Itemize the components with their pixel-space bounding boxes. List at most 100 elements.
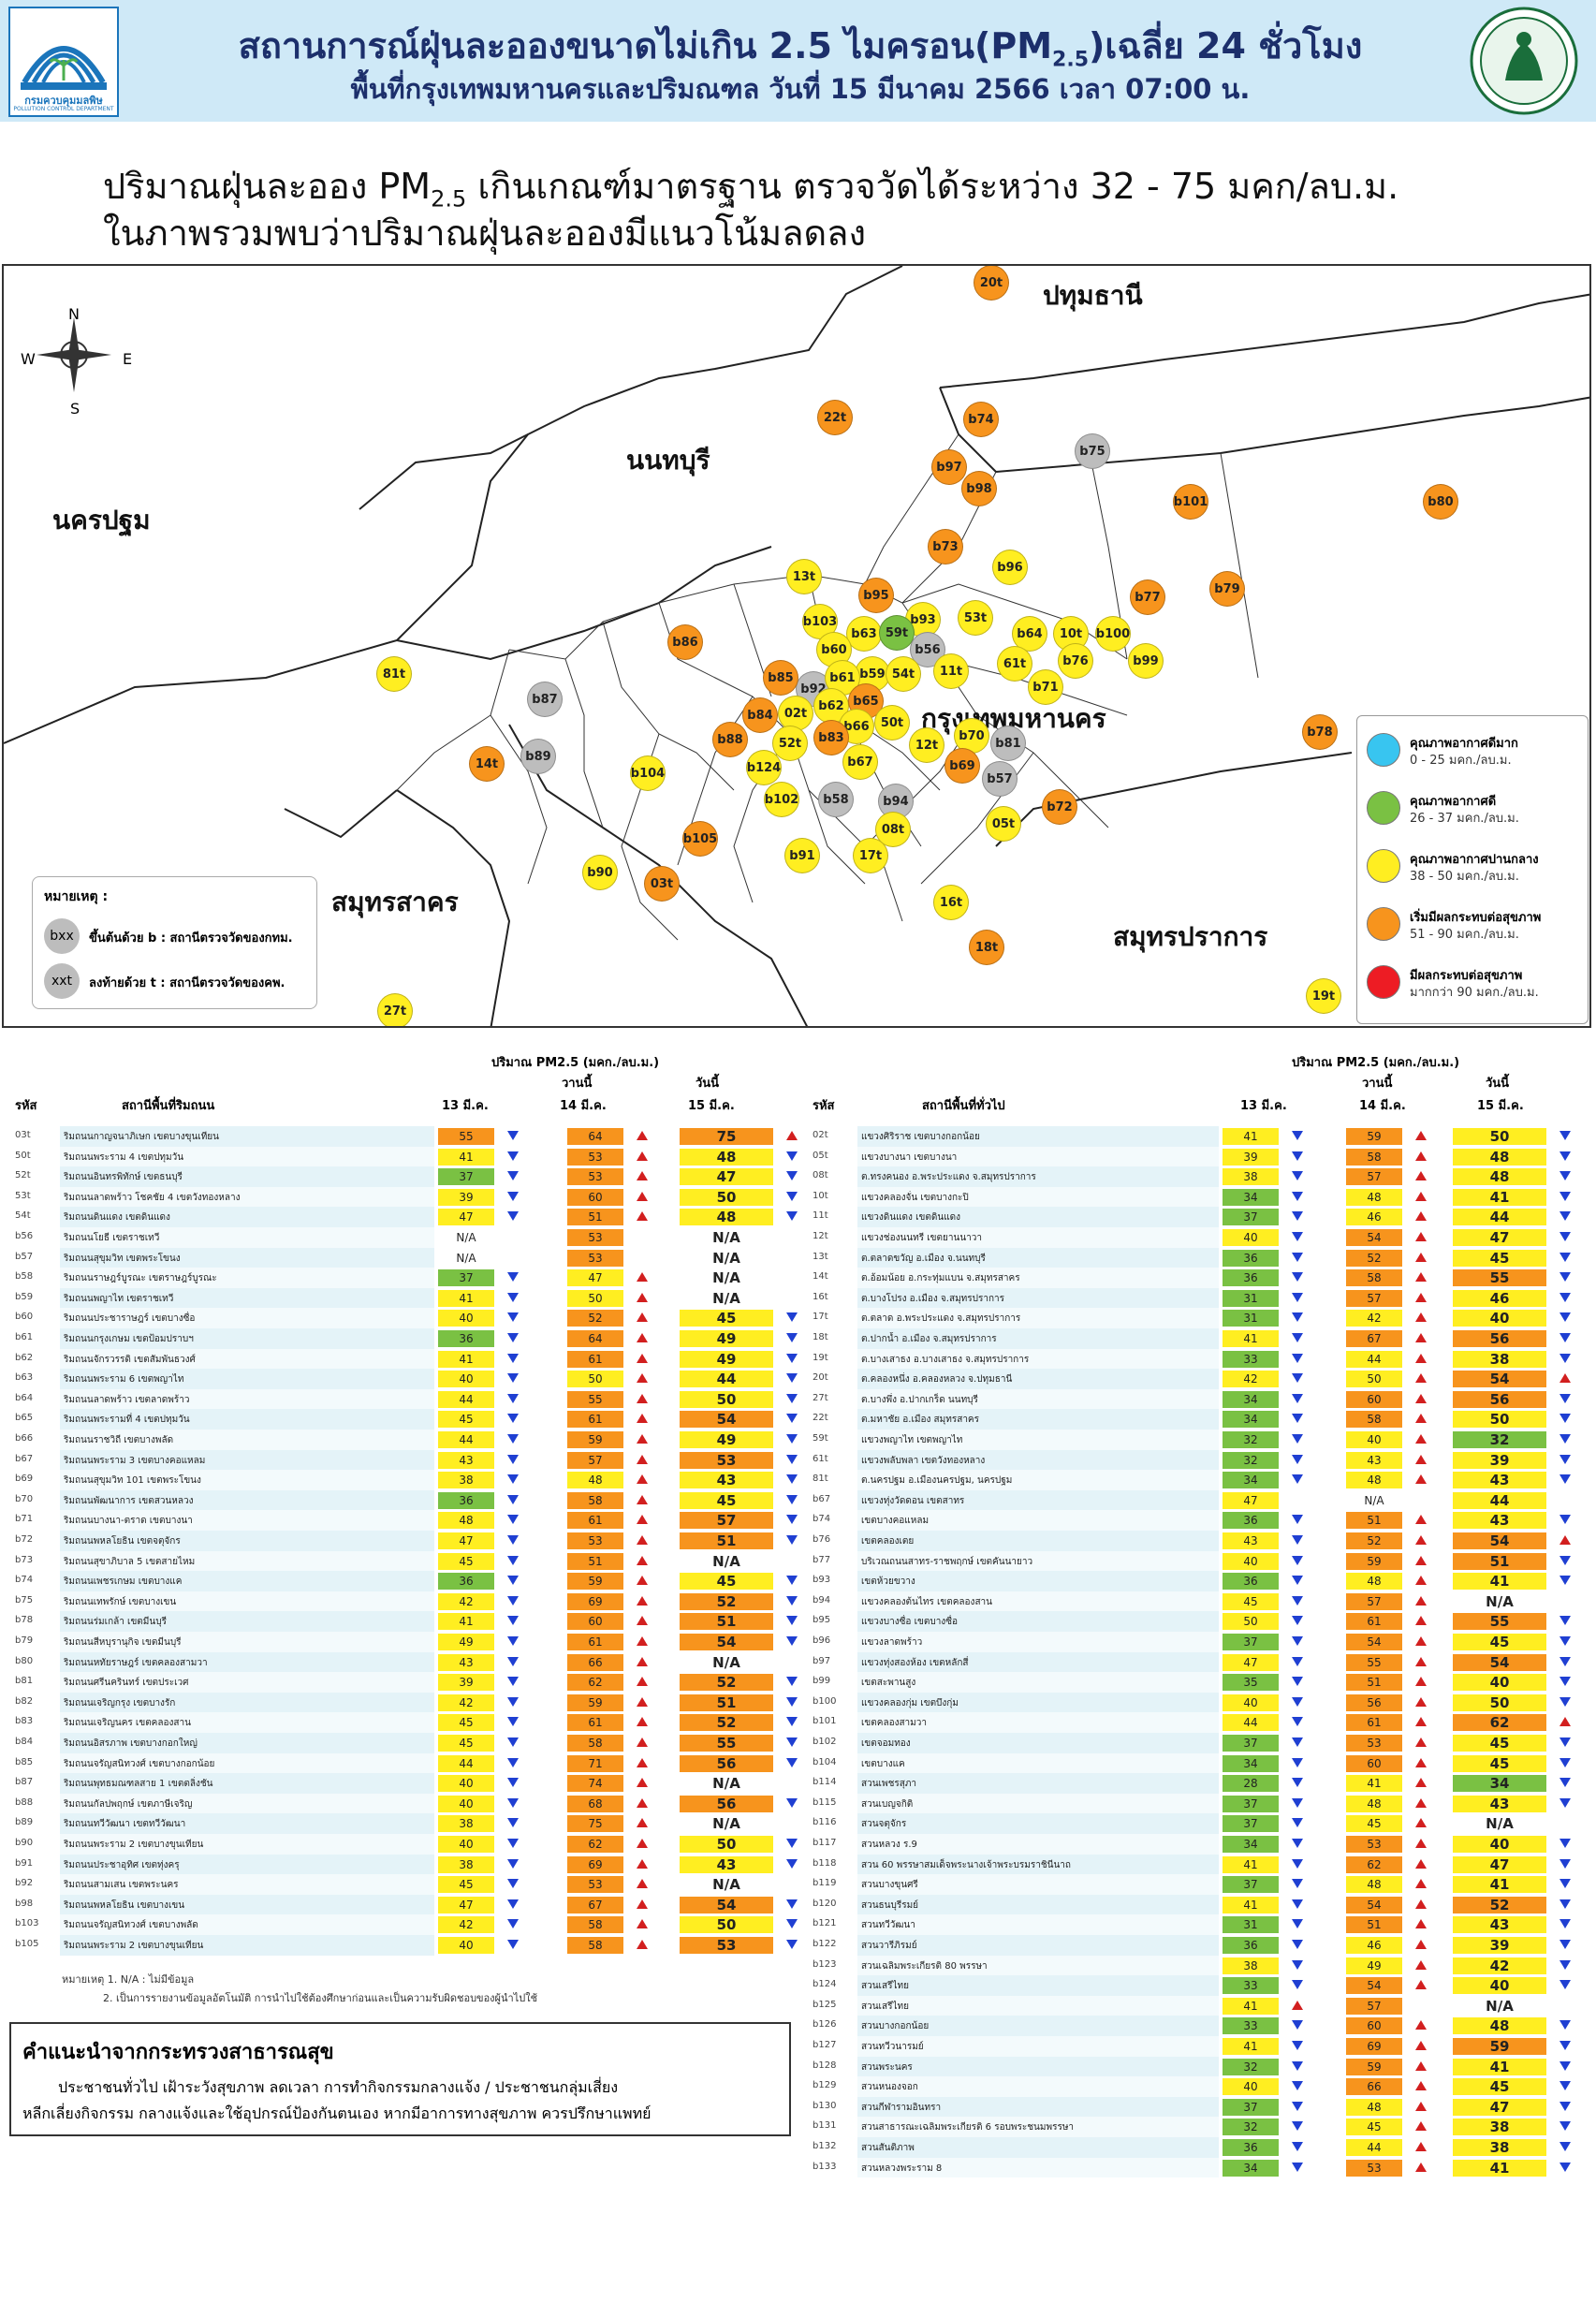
pm25-value: 44 xyxy=(680,1371,773,1388)
pm25-value: 60 xyxy=(1346,1390,1402,1408)
station-name: แขวงบางซื่อ เขตบางซื่อ xyxy=(861,1617,958,1628)
pm25-value: 37 xyxy=(438,1269,494,1287)
pm25-value: 37 xyxy=(1223,1815,1279,1833)
trend-up-icon xyxy=(1415,1919,1427,1929)
station-code: 18t xyxy=(813,1332,828,1342)
trend-down-icon xyxy=(507,1818,519,1828)
trend-up-icon xyxy=(637,1393,648,1403)
station-name: ริมถนนดินแดง เขตดินแดง xyxy=(64,1212,170,1224)
pm25-value: 40 xyxy=(438,1795,494,1812)
pm25-value: 51 xyxy=(567,1209,623,1226)
row-background xyxy=(857,1712,1219,1733)
trend-down-icon xyxy=(1559,1757,1571,1767)
pm25-value: 58 xyxy=(567,1491,623,1509)
pm25-value: 64 xyxy=(567,1128,623,1145)
trend-down-icon xyxy=(786,1696,798,1707)
pm25-value: N/A xyxy=(438,1229,494,1246)
table-row: 27t ต.บางพึ่ง อ.ปากเกร็ด นนทบุรี 34 60 56 xyxy=(813,1388,1589,1410)
table-row: b74 ริมถนนเพชรเกษม เขตบางแค 36 59 45 xyxy=(15,1571,798,1591)
pm25-value: 39 xyxy=(438,1674,494,1692)
station-marker-54t: 54t xyxy=(886,656,921,692)
station-marker-52t: 52t xyxy=(772,726,808,761)
trend-up-icon xyxy=(637,1211,648,1222)
legend-range: 51 - 90 มคก./ลบ.ม. xyxy=(1410,928,1519,942)
trend-down-icon xyxy=(1292,1454,1303,1464)
pm25-value: 69 xyxy=(567,1855,623,1873)
station-marker-b74: b74 xyxy=(963,402,999,437)
pm25-value: 59 xyxy=(567,1694,623,1711)
station-marker-12t: 12t xyxy=(909,727,944,763)
trend-up-icon xyxy=(637,1636,648,1646)
trend-up-icon xyxy=(1415,1414,1427,1424)
pm25-value: 45 xyxy=(438,1411,494,1429)
pm25-value: 61 xyxy=(567,1512,623,1530)
station-code: b87 xyxy=(15,1777,34,1788)
trend-down-icon xyxy=(1292,1211,1303,1222)
pm25-value: 31 xyxy=(1223,1289,1279,1307)
trend-down-icon xyxy=(786,1151,798,1161)
page-title: สถานการณ์ฝุ่นละอองขนาดไม่เกิน 2.5 ไมครอน… xyxy=(238,25,1363,72)
trend-up-icon xyxy=(637,1858,648,1869)
pm25-value: 53 xyxy=(567,1876,623,1894)
station-name: ต.บางโปรง อ.เมือง จ.สมุทรปราการ xyxy=(861,1293,1005,1304)
station-code: b67 xyxy=(15,1453,34,1464)
station-name: แขวงพลับพลา เขตวังทองหลาง xyxy=(861,1455,986,1466)
trend-up-icon xyxy=(1415,1373,1427,1384)
pm25-value: 55 xyxy=(1346,1653,1402,1671)
table-row: b98 ริมถนนพหลโยธิน เขตบางเขน 47 67 54 xyxy=(15,1894,798,1915)
trend-down-icon xyxy=(1559,2041,1571,2050)
map-legend: คุณภาพอากาศดีมาก 0 - 25 มคก./ลบ.ม. คุณภาพอ… xyxy=(1356,715,1589,1024)
pm25-value: 55 xyxy=(438,1128,494,1145)
pm25-value: 40 xyxy=(1453,1674,1546,1692)
trend-down-icon xyxy=(507,1434,519,1444)
trend-up-icon xyxy=(1415,1616,1427,1626)
trend-down-icon xyxy=(1559,1434,1571,1444)
station-name: สวนเพชรสุภา xyxy=(861,1779,917,1790)
pm25-value: 46 xyxy=(1346,1937,1402,1954)
station-marker-61t: 61t xyxy=(997,646,1032,682)
pm25-value: 53 xyxy=(567,1148,623,1166)
station-code: b73 xyxy=(15,1554,34,1565)
table-row: b89 ริมถนนทวีวัฒนา เขตทวีวัฒนา 38 75 N/A xyxy=(15,1813,783,1834)
pm25-value: 45 xyxy=(1453,1754,1546,1772)
trend-up-icon xyxy=(637,1737,648,1747)
station-marker-81t: 81t xyxy=(376,656,412,692)
station-code: 50t xyxy=(15,1150,31,1161)
pm25-value: 40 xyxy=(1223,1694,1279,1711)
station-code: b69 xyxy=(15,1474,34,1485)
pm25-value: 45 xyxy=(438,1876,494,1894)
station-code: b128 xyxy=(813,2060,837,2071)
table-row: b97 แขวงทุ่งสองห้อง เขตหลักสี่ 47 55 54 xyxy=(813,1651,1589,1673)
pm25-value: 60 xyxy=(567,1613,623,1631)
trend-up-icon xyxy=(1415,1696,1427,1707)
pm25-value: 43 xyxy=(1453,1512,1546,1530)
station-marker-b88: b88 xyxy=(712,722,748,757)
row-background xyxy=(857,1348,1219,1370)
table-row: 19t ต.บางเสาธง อ.บางเสาธง จ.สมุทรปราการ 33… xyxy=(813,1348,1589,1370)
pm25-value: 55 xyxy=(1453,1613,1546,1631)
station-marker-b104: b104 xyxy=(630,755,666,791)
station-name: ต.บางเสาธง อ.บางเสาธง จ.สมุทรปราการ xyxy=(861,1354,1030,1365)
trend-up-icon xyxy=(637,1272,648,1283)
pm25-value: 40 xyxy=(1223,1229,1279,1246)
right-day1-header: 13 มี.ค. xyxy=(1240,1099,1287,1113)
legend-title: มีผลกระทบต่อสุขภาพ xyxy=(1410,969,1523,983)
trend-up-icon xyxy=(637,1879,648,1889)
table-row: b102 เขตจอมทอง 37 53 45 xyxy=(813,1733,1589,1753)
trend-down-icon xyxy=(1559,1252,1571,1262)
trend-up-icon xyxy=(1415,1171,1427,1181)
table-row: b73 ริมถนนสุขาภิบาล 5 เขตสายไหม 45 51 N/A xyxy=(15,1550,783,1572)
row-background xyxy=(857,1894,1219,1915)
pm25-value: 51 xyxy=(680,1613,773,1631)
station-name: สวนธนบุรีรมย์ xyxy=(861,1899,919,1911)
table-row: 53t ริมถนนลาดพร้าว โชคชัย 4 เขตวังทองหลาง… xyxy=(15,1186,798,1208)
station-marker-03t: 03t xyxy=(644,866,680,902)
trend-down-icon xyxy=(1292,1576,1303,1586)
pm25-value: 41 xyxy=(1453,2159,1546,2177)
pm25-value: 50 xyxy=(680,1836,773,1853)
trend-up-icon xyxy=(637,1434,648,1444)
header-banner: กรมควบคุมมลพิษ POLLUTION CONTROL DEPARTM… xyxy=(0,0,1596,122)
pm25-value: 41 xyxy=(1346,1775,1402,1793)
station-code: b64 xyxy=(15,1392,34,1403)
legend-swatch xyxy=(1367,965,1400,999)
